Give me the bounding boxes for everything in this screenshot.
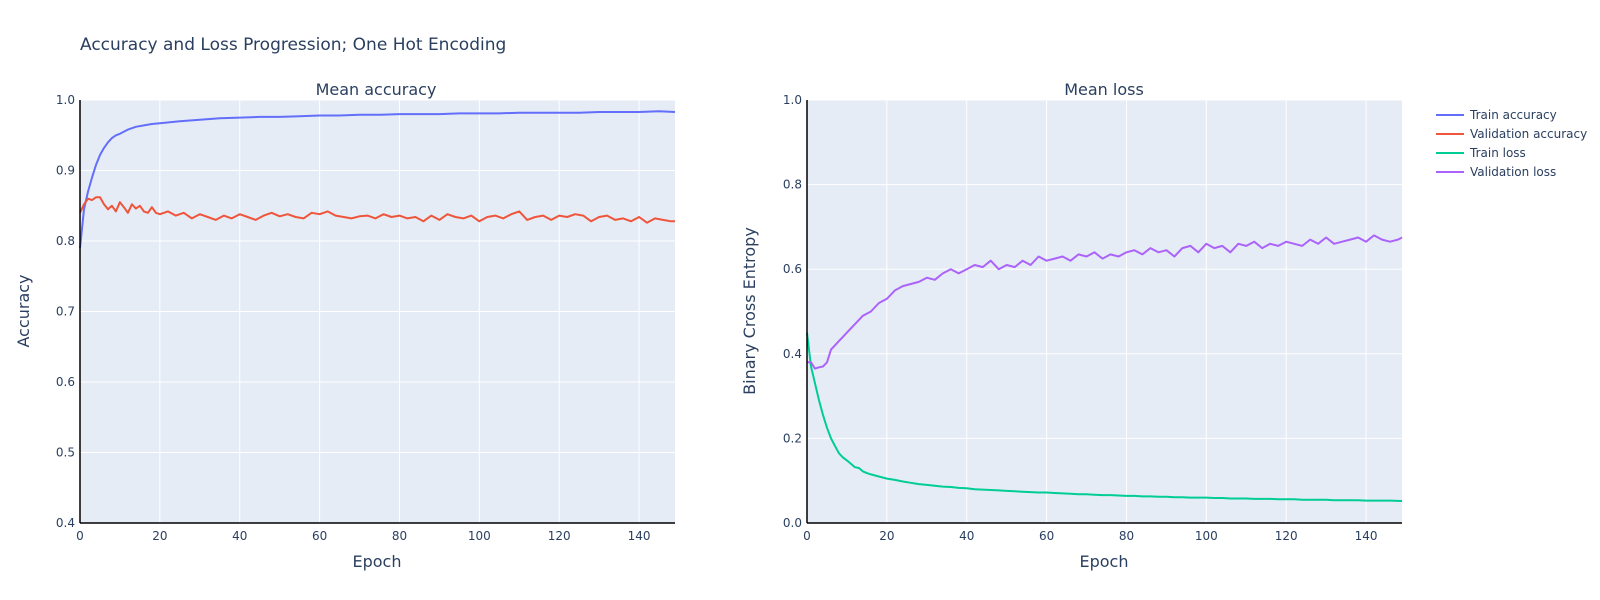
x-axis-label-accuracy: Epoch — [353, 552, 402, 571]
series-lines-loss — [806, 234, 1403, 502]
y-tick-label-accuracy: 0.8 — [56, 234, 75, 248]
legend-item-train-accuracy[interactable]: Train accuracy — [1436, 108, 1557, 122]
legend-label-train-accuracy: Train accuracy — [1469, 108, 1557, 122]
series-line-validation-accuracy — [79, 196, 675, 224]
subplot-accuracy: Mean accuracy 0 20 40 60 80 100 120 140 0.40.50… — [14, 80, 676, 571]
x-tick-label-accuracy: 40 — [232, 529, 247, 543]
series-line-train-accuracy — [79, 110, 676, 249]
x-tick-label-loss: 120 — [1275, 529, 1298, 543]
subplot-title-loss: Mean loss — [1064, 80, 1144, 99]
x-tick-label-accuracy: 60 — [312, 529, 327, 543]
x-axis-label-loss: Epoch — [1080, 552, 1129, 571]
x-tick-label-accuracy: 120 — [548, 529, 571, 543]
x-tick-label-loss: 0 — [803, 529, 811, 543]
y-tick-label-loss: 1.0 — [783, 93, 802, 107]
y-axis-label-loss: Binary Cross Entropy — [740, 227, 759, 395]
x-tick-label-accuracy: 100 — [468, 529, 491, 543]
y-tick-label-accuracy: 0.5 — [56, 446, 75, 460]
x-tick-label-accuracy: 20 — [152, 529, 167, 543]
x-tick-label-loss: 100 — [1195, 529, 1218, 543]
x-ticks-accuracy: 0 20 40 60 80 100 120 140 — [76, 529, 650, 543]
y-tick-label-accuracy: 0.9 — [56, 164, 75, 178]
legend-label-validation-loss: Validation loss — [1470, 165, 1556, 179]
y-tick-label-accuracy: 0.4 — [56, 516, 75, 530]
legend-item-validation-loss[interactable]: Validation loss — [1436, 165, 1556, 179]
x-tick-label-loss: 60 — [1039, 529, 1054, 543]
subplot-loss: Mean loss 0 20 40 60 80 100 120 140 0.00.20.40.… — [740, 80, 1403, 571]
legend-item-validation-accuracy[interactable]: Validation accuracy — [1436, 127, 1587, 141]
y-tick-label-loss: 0.4 — [783, 347, 802, 361]
y-tick-label-accuracy: 0.7 — [56, 305, 75, 319]
y-tick-label-accuracy: 0.6 — [56, 375, 75, 389]
series-line-validation-loss — [807, 234, 1403, 370]
legend[interactable]: Train accuracy Validation accuracy Train… — [1436, 108, 1587, 179]
y-tick-label-accuracy: 1.0 — [56, 93, 75, 107]
subplot-title-accuracy: Mean accuracy — [316, 80, 437, 99]
legend-item-train-loss[interactable]: Train loss — [1436, 146, 1526, 160]
x-tick-label-loss: 140 — [1355, 529, 1378, 543]
gridlines-loss — [807, 99, 1402, 523]
y-tick-label-loss: 0.0 — [783, 516, 802, 530]
x-tick-label-accuracy: 80 — [392, 529, 407, 543]
y-axis-label-accuracy: Accuracy — [14, 274, 33, 347]
plot-area-loss — [807, 100, 1402, 523]
x-tick-label-accuracy: 140 — [628, 529, 651, 543]
x-tick-label-accuracy: 0 — [76, 529, 84, 543]
series-lines-accuracy — [79, 110, 676, 249]
y-tick-label-loss: 0.6 — [783, 262, 802, 276]
x-tick-label-loss: 80 — [1119, 529, 1134, 543]
legend-label-validation-accuracy: Validation accuracy — [1470, 127, 1587, 141]
x-ticks-loss: 0 20 40 60 80 100 120 140 — [803, 529, 1377, 543]
y-tick-label-loss: 0.8 — [783, 178, 802, 192]
y-ticks-accuracy: 0.4 0.5 0.6 0.7 0.8 0.9 1.0 — [56, 93, 75, 530]
x-tick-label-loss: 20 — [879, 529, 894, 543]
y-tick-label-loss: 0.2 — [783, 431, 802, 445]
gridlines-accuracy — [80, 99, 675, 523]
figure-title: Accuracy and Loss Progression; One Hot E… — [80, 35, 506, 55]
series-line-train-loss — [806, 332, 1403, 502]
legend-label-train-loss: Train loss — [1469, 146, 1526, 160]
y-ticks-loss: 0.0 0.2 0.4 0.6 0.8 1.0 — [783, 93, 802, 530]
x-tick-label-loss: 40 — [959, 529, 974, 543]
